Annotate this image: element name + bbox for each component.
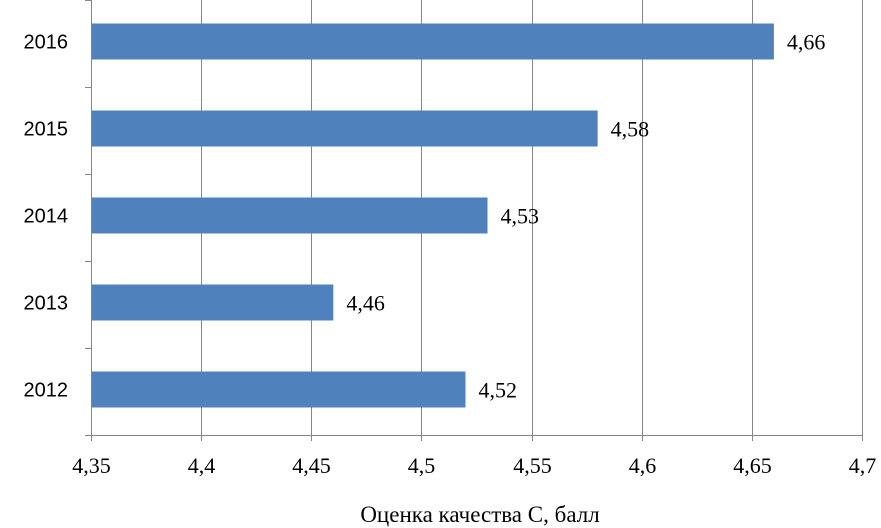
x-axis-title: Оценка качества С, балл — [360, 502, 599, 527]
x-tick-label: 4,45 — [292, 453, 331, 478]
y-tick-label: 2012 — [24, 380, 69, 402]
bar — [92, 371, 466, 408]
bar — [92, 110, 598, 147]
data-labels: 4,66 4,58 4,53 4,46 4,52 — [346, 30, 825, 403]
y-tick-label: 2014 — [24, 206, 69, 228]
data-label: 4,52 — [478, 378, 517, 403]
bar — [92, 284, 334, 321]
bar — [92, 23, 774, 60]
data-label: 4,53 — [501, 204, 540, 229]
bar — [92, 197, 488, 234]
x-tick-label: 4,4 — [188, 453, 216, 478]
y-tick-label: 2015 — [24, 119, 69, 141]
data-label: 4,46 — [346, 291, 385, 316]
axes: 4,35 4,4 4,45 4,5 4,55 4,6 4,65 4,7 2016 2015 2014… — [24, 0, 877, 478]
data-label: 4,58 — [611, 117, 650, 142]
x-tick-label: 4,55 — [513, 453, 552, 478]
data-label: 4,66 — [787, 30, 826, 55]
x-tick-label: 4,35 — [72, 453, 111, 478]
x-tick-label: 4,6 — [629, 453, 657, 478]
y-tick-label: 2016 — [24, 32, 69, 54]
x-tick-label: 4,5 — [408, 453, 436, 478]
bars — [92, 23, 774, 408]
x-tick-label: 4,65 — [733, 453, 772, 478]
x-tick-label: 4,7 — [849, 453, 877, 478]
y-tick-label: 2013 — [24, 293, 69, 315]
